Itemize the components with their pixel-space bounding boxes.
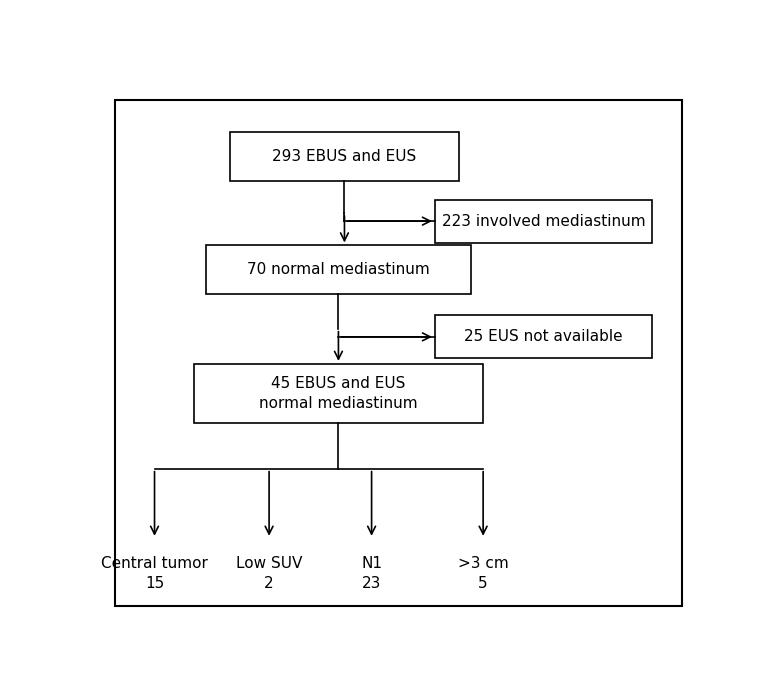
Bar [435,315,652,359]
Text: 25 EUS not available: 25 EUS not available [464,329,622,345]
Text: 223 involved mediastinum: 223 involved mediastinum [442,214,645,229]
Text: Central tumor
15: Central tumor 15 [101,556,208,591]
Text: 70 normal mediastinum: 70 normal mediastinum [247,262,429,277]
Text: 293 EBUS and EUS: 293 EBUS and EUS [272,149,416,164]
Text: 45 EBUS and EUS
normal mediastinum: 45 EBUS and EUS normal mediastinum [259,376,418,411]
Bar [230,132,459,181]
Text: N1
23: N1 23 [361,556,382,591]
Bar [194,363,483,423]
Bar [205,245,471,294]
Text: >3 cm
5: >3 cm 5 [457,556,509,591]
Bar [435,200,652,243]
Text: Low SUV
2: Low SUV 2 [236,556,303,591]
